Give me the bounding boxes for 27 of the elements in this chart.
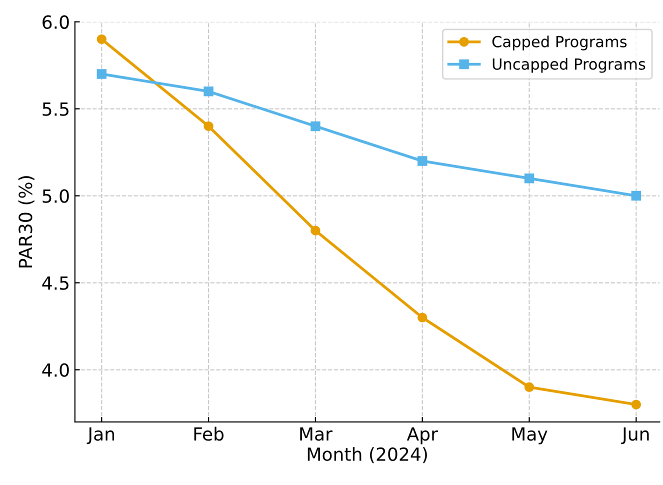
y-tick-label: 5.5 [42, 102, 68, 116]
x-tick-label: Feb [194, 426, 224, 441]
point [631, 400, 642, 410]
y-axis-title: PAR30 (%) [18, 176, 34, 268]
point [631, 190, 642, 201]
point [417, 156, 428, 166]
y-tick-label: 6.0 [42, 15, 69, 29]
legend-label: Capped Programs [492, 36, 627, 50]
x-tick-label: May [512, 427, 548, 444]
point [96, 34, 107, 44]
point [204, 121, 214, 132]
y-tick-label: 4.5 [42, 276, 68, 290]
x-axis-title: Month (2024) [308, 447, 427, 464]
y-tick-label: 4.0 [42, 363, 69, 377]
point [524, 174, 534, 184]
point [417, 312, 428, 322]
point [204, 86, 214, 96]
x-tick-label: Apr [406, 427, 438, 444]
point [96, 69, 107, 79]
x-tick-label: Mar [300, 427, 332, 441]
point [524, 382, 534, 392]
x-tick-label: Jun [621, 427, 649, 444]
x-tick-label: Jan [86, 427, 114, 444]
point [310, 226, 320, 236]
legend-label: Uncapped Programs [492, 58, 646, 73]
y-tick-label: 5.0 [42, 189, 69, 203]
point [310, 121, 320, 132]
